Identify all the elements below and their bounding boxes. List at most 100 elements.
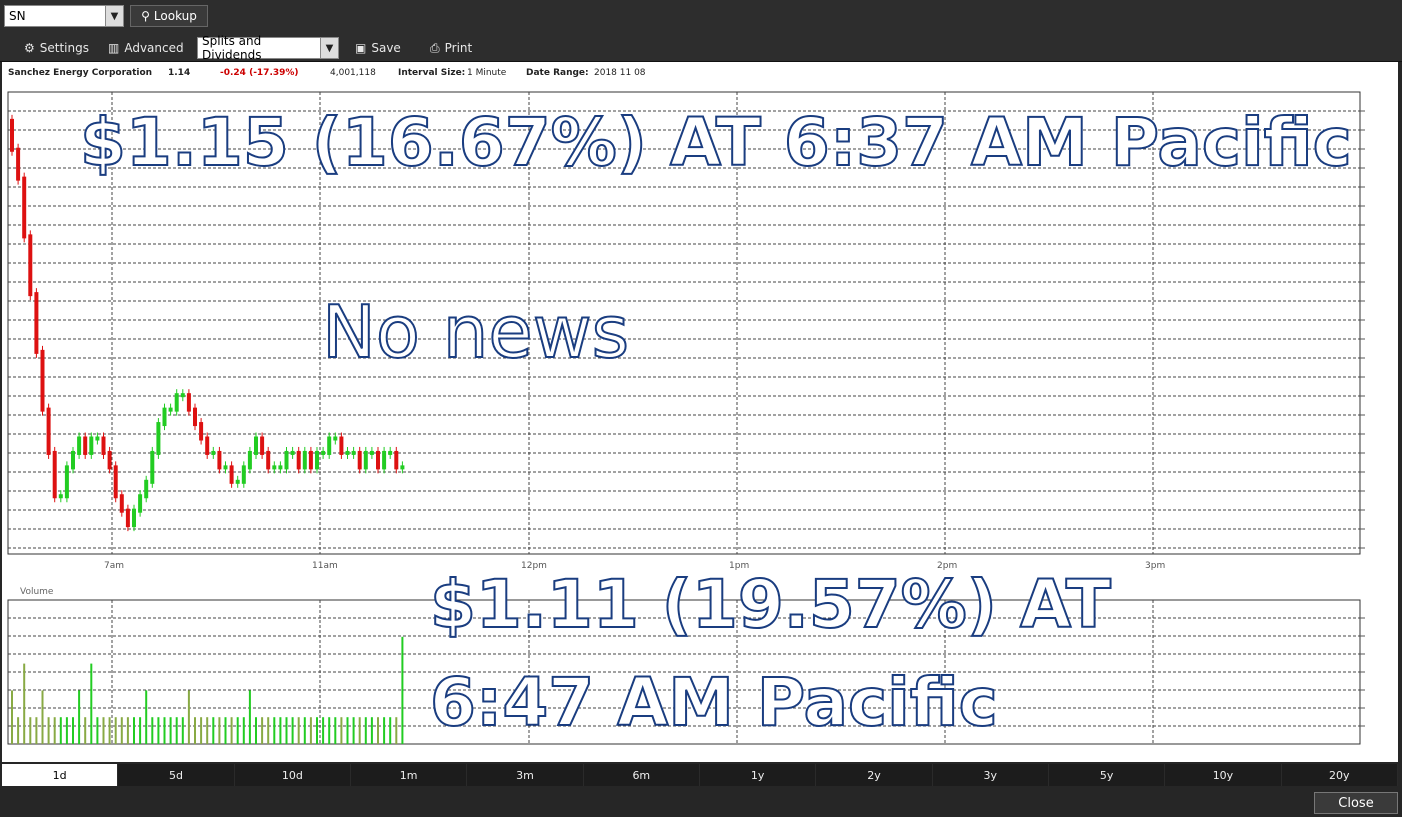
- candle: [193, 407, 197, 427]
- advanced-button[interactable]: ▥ Advanced: [108, 38, 184, 58]
- timeframe-3y[interactable]: 3y: [933, 764, 1049, 786]
- lookup-label: Lookup: [153, 9, 197, 23]
- candle: [217, 450, 222, 470]
- candle: [101, 436, 106, 455]
- candle: [339, 436, 344, 455]
- volume-bar: [303, 717, 306, 744]
- volume-bar: [334, 717, 337, 744]
- volume-bar: [340, 717, 343, 744]
- candle: [119, 494, 124, 513]
- volume-bar: [17, 717, 20, 744]
- volume-bar: [126, 717, 129, 744]
- timeframe-5y[interactable]: 5y: [1049, 764, 1166, 786]
- candle: [241, 465, 246, 484]
- volume-bar: [120, 717, 123, 744]
- volume-bar: [389, 717, 392, 744]
- candle: [150, 450, 155, 484]
- candle: [125, 508, 130, 528]
- candle: [333, 436, 338, 441]
- volume-bar: [96, 717, 99, 744]
- volume-bar: [157, 717, 160, 744]
- volume-bar: [322, 717, 325, 744]
- volume-bar: [230, 717, 233, 744]
- candle: [40, 349, 45, 412]
- volume-bar: [395, 717, 398, 744]
- timeframe-5d[interactable]: 5d: [118, 764, 235, 786]
- candle: [10, 118, 14, 152]
- settings-button[interactable]: ⚙ Settings: [24, 38, 89, 58]
- volume-bar: [218, 717, 221, 744]
- candle: [89, 436, 94, 455]
- candle: [205, 436, 210, 455]
- timeframe-3m[interactable]: 3m: [467, 764, 584, 786]
- candle: [83, 436, 88, 455]
- volume-bar: [316, 717, 318, 744]
- price-alert-top: $1.15 (16.67%) AT 6:37 AM Pacific: [79, 103, 1353, 182]
- x-axis-tick-label: 1pm: [729, 561, 749, 571]
- advanced-icon: ▥: [108, 41, 120, 55]
- price-alert-bottom-line2: 6:47 AM Pacific: [429, 663, 999, 742]
- candle: [308, 450, 313, 470]
- volume-bar: [102, 717, 105, 744]
- volume-bar: [273, 717, 276, 744]
- volume-bar: [358, 717, 361, 744]
- x-axis-tick-label: 3pm: [1145, 561, 1165, 571]
- toolbar-top: SN ▼ ⚲ Lookup: [0, 0, 1402, 34]
- volume-bar: [108, 717, 111, 744]
- timeframe-10y[interactable]: 10y: [1165, 764, 1282, 786]
- timeframe-1d[interactable]: 1d: [2, 764, 119, 786]
- candle: [302, 450, 307, 470]
- candle: [168, 407, 173, 412]
- volume-bar: [206, 717, 209, 744]
- close-button[interactable]: Close: [1314, 792, 1398, 814]
- lookup-button[interactable]: ⚲ Lookup: [130, 5, 208, 27]
- quote-info-bar: Sanchez Energy Corporation 1.14 -0.24 (-…: [2, 66, 1398, 82]
- candle: [321, 450, 326, 455]
- volume-bar: [328, 717, 331, 744]
- timeframe-bar: 1d 5d 10d 1m 3m 6m 1y 2y 3y 5y 10y 20y: [2, 764, 1398, 786]
- x-axis-tick-label: 2pm: [937, 561, 957, 571]
- volume-bar: [29, 717, 32, 744]
- print-button[interactable]: ⎙ Print: [430, 38, 472, 58]
- candle: [247, 450, 252, 470]
- timeframe-20y[interactable]: 20y: [1282, 764, 1398, 786]
- volume-bar: [285, 717, 288, 744]
- settings-label: Settings: [39, 41, 89, 55]
- price-chart[interactable]: 7am 11am 12pm 1pm 2pm 3pm Volume: [2, 62, 1398, 762]
- candle: [71, 450, 75, 470]
- volume-bar: [346, 717, 349, 744]
- candle: [174, 393, 179, 412]
- candle: [132, 508, 136, 528]
- timeframe-1y[interactable]: 1y: [700, 764, 817, 786]
- advanced-label: Advanced: [124, 41, 184, 55]
- volume-bar: [175, 717, 178, 744]
- symbol-select[interactable]: SN ▼: [4, 5, 124, 27]
- chevron-down-icon[interactable]: ▼: [320, 38, 338, 58]
- volume-bar: [267, 717, 270, 744]
- print-icon: ⎙: [430, 40, 440, 55]
- candle: [95, 436, 100, 441]
- candle: [351, 450, 356, 455]
- timeframe-6m[interactable]: 6m: [584, 764, 700, 786]
- candle: [260, 436, 265, 455]
- save-button[interactable]: ▣ Save: [355, 38, 401, 58]
- candle: [144, 479, 149, 499]
- timeframe-10d[interactable]: 10d: [235, 764, 351, 786]
- print-label: Print: [444, 41, 473, 55]
- volume-bar: [401, 636, 404, 744]
- candle: [400, 465, 405, 470]
- candle: [376, 450, 380, 470]
- x-axis-tick-label: 7am: [104, 561, 124, 571]
- candle: [296, 450, 301, 470]
- chevron-down-icon[interactable]: ▼: [105, 6, 123, 26]
- timeframe-2y[interactable]: 2y: [816, 764, 933, 786]
- splits-select[interactable]: Splits and Dividends ▼: [197, 34, 339, 62]
- range-label: Date Range:: [526, 68, 589, 78]
- last-price: 1.14: [168, 68, 191, 78]
- candle: [345, 450, 350, 455]
- candle: [315, 450, 319, 470]
- candle: [46, 407, 51, 455]
- timeframe-1m[interactable]: 1m: [351, 764, 468, 786]
- volume-bar: [255, 717, 257, 744]
- range-value: 2018 11 08: [594, 68, 646, 78]
